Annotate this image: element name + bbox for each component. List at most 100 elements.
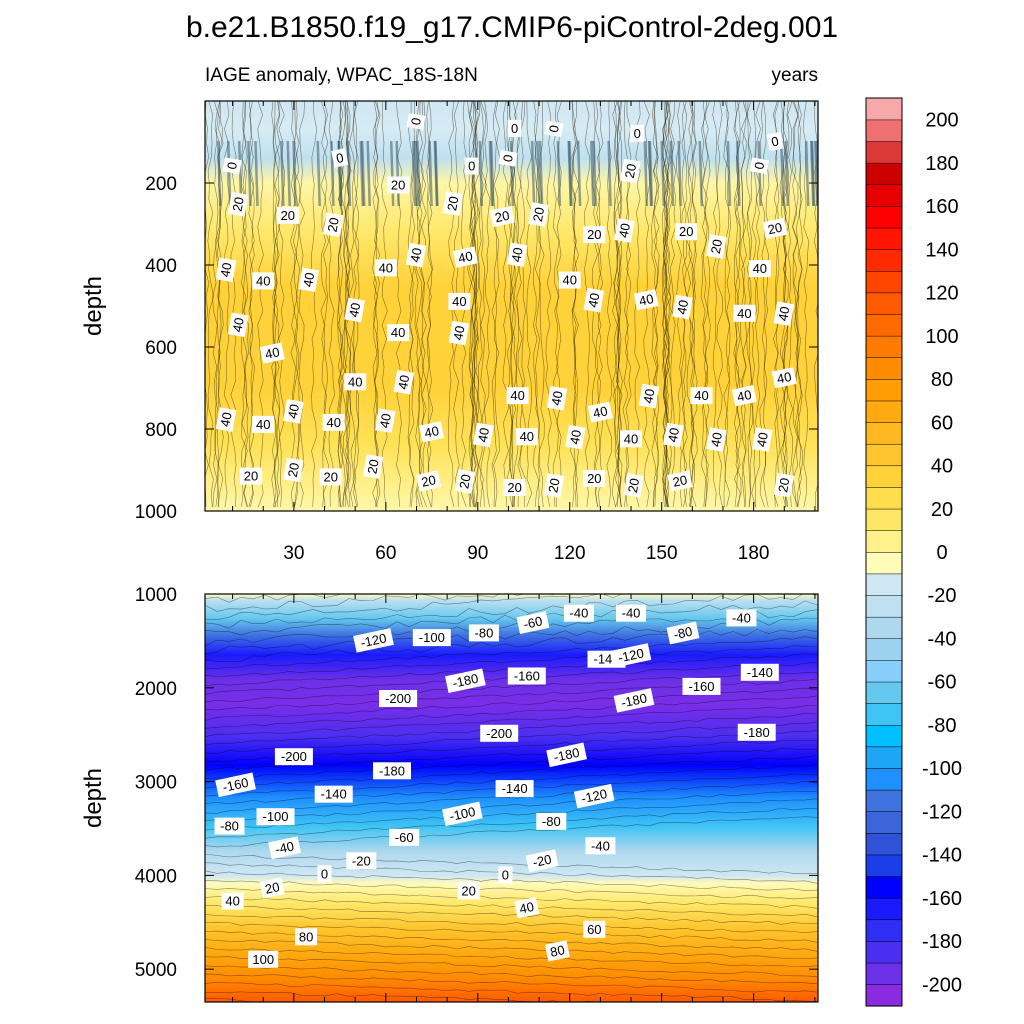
bottom-panel-contour-label-text: -100 <box>419 630 445 645</box>
top-panel-contour-label: 0 <box>331 148 349 168</box>
top-panel-contour-label-text: 0 <box>335 150 345 166</box>
top-panel-contour-line <box>320 101 328 508</box>
top-panel-contour-label: 40 <box>473 422 494 448</box>
top-panel-contour-label: 40 <box>771 367 797 389</box>
bottom-panel-contour-label-box <box>610 643 652 668</box>
top-panel-contour-line <box>779 101 786 508</box>
top-panel-contour-label-box <box>387 176 410 194</box>
colorbar-tick-label: -100 <box>922 758 962 780</box>
bottom-panel-contour-label-text: 40 <box>518 899 535 917</box>
top-panel-contour-label-text: 40 <box>665 427 682 444</box>
top-panel-contour-label-text: 40 <box>548 390 565 407</box>
top-panel-contour-label-box <box>546 385 568 411</box>
top-panel-shaded-streak <box>416 140 421 207</box>
top-panel-shaded-streak <box>226 140 232 207</box>
top-panel-contour-label: 20 <box>362 454 384 479</box>
top-panel-contour-label-text: 20 <box>671 472 688 490</box>
bottom-panel-contour-label-box <box>346 852 377 870</box>
bottom-panel-contour-label-box <box>274 748 313 766</box>
colorbar-swatch <box>865 962 903 985</box>
top-panel-contour-label: 20 <box>387 176 410 194</box>
top-panel-contour-line <box>773 101 781 508</box>
bottom-panel-contour-label: -120 <box>573 783 615 809</box>
top-panel-shaded-streak <box>757 140 762 207</box>
colorbar-tick-label: -140 <box>922 845 962 867</box>
top-panel-contour-label: 20 <box>675 223 698 241</box>
top-panel-contour-label: 40 <box>515 428 538 446</box>
bottom-panel-contour-label-box <box>585 837 616 855</box>
top-panel-contour-label-box <box>773 301 795 327</box>
top-panel-contour-line <box>293 101 300 508</box>
top-panel-x-tick-label: 30 <box>283 543 304 564</box>
top-panel-contour-label: 0 <box>498 149 518 167</box>
top-panel-contour-line <box>212 101 219 508</box>
top-panel-contour-line <box>381 101 388 508</box>
top-panel-shaded-streak <box>434 140 439 207</box>
top-panel-contour-line <box>534 101 541 508</box>
top-panel-contour-label-box <box>506 242 528 268</box>
top-panel-shaded-streak <box>286 140 291 207</box>
bottom-panel-contour-label-box <box>546 742 587 768</box>
top-panel-contour-label-text: 40 <box>616 222 633 239</box>
top-panel-contour-label-text: 40 <box>520 429 534 444</box>
bottom-panel-contour-line <box>205 956 818 977</box>
top-panel-contour-label-box <box>706 427 727 452</box>
top-panel-contour-label-box <box>583 226 606 244</box>
colorbar-tick-label: -200 <box>922 974 962 996</box>
top-panel-contour-label-box <box>773 472 795 498</box>
bottom-panel-contour-line <box>205 904 818 925</box>
bottom-panel-contour-label: -180 <box>445 668 486 693</box>
colorbar-tick-label: -40 <box>928 629 957 651</box>
top-panel-contour-line <box>207 101 214 508</box>
bottom-panel-contour-label-box <box>737 723 776 741</box>
bottom-panel-contour-label-text: -180 <box>744 725 770 740</box>
top-panel-y-tick-label: 400 <box>145 256 177 277</box>
top-panel-contour-label-box <box>442 191 464 216</box>
top-panel-contour-label-box <box>362 454 384 479</box>
top-panel-contour-label: 40 <box>565 424 586 450</box>
bottom-panel-contour-label-text: -180 <box>620 690 649 710</box>
colorbar-tick-label: 200 <box>925 110 958 132</box>
bottom-panel-contour-line <box>205 594 674 621</box>
top-panel-contour-label-text: 20 <box>244 469 258 484</box>
top-panel-contour-label: 20 <box>319 468 342 486</box>
bottom-panel-contour-label-box <box>666 621 700 645</box>
top-panel-contour-label-box <box>452 246 478 268</box>
top-panel-contour-label-text: 20 <box>391 178 405 193</box>
bottom-panel-contour-label: -100 <box>412 629 451 647</box>
top-panel-contour-label: 20 <box>227 191 249 217</box>
top-panel-contour-label-text: 40 <box>624 431 638 446</box>
top-panel-contour-label: 40 <box>448 292 471 310</box>
bottom-panel-contour-label: -160 <box>507 667 546 685</box>
top-panel-contour-label: 40 <box>375 408 396 434</box>
top-panel-contour-label: 40 <box>663 422 684 448</box>
top-panel-contour-label-text: 20 <box>545 477 562 494</box>
top-panel-contour-label: 40 <box>227 312 249 338</box>
top-panel-contour-line <box>616 101 623 508</box>
top-panel-shaded-streak <box>346 140 352 207</box>
top-panel-contour-label-text: 40 <box>450 325 467 342</box>
colorbar-swatch <box>865 486 903 510</box>
top-panel-contour-label-box <box>283 399 304 424</box>
top-panel-shaded-streak <box>359 140 365 207</box>
bottom-panel-contour-label: -80 <box>666 621 700 645</box>
colorbar-swatch <box>865 205 903 229</box>
top-panel-contour-label-box <box>387 324 410 342</box>
top-panel-contour-label-text: 20 <box>622 163 639 180</box>
bottom-panel-contour-label-text: -40 <box>732 610 751 625</box>
bottom-panel-contour-label: -20 <box>525 849 559 873</box>
top-panel-contour-label-text: 40 <box>753 261 767 276</box>
top-panel-x-tick-label: 60 <box>375 543 396 564</box>
colorbar-swatch <box>865 443 903 467</box>
top-panel-shaded-streak <box>647 140 653 207</box>
bottom-panel-contour-label-text: -180 <box>552 745 581 765</box>
colorbar-tick-label: 120 <box>925 283 958 305</box>
bottom-panel-contour-label: -80 <box>536 812 567 830</box>
bottom-panel-contour-label: -200 <box>379 690 418 707</box>
top-panel-contour-label-text: 20 <box>494 208 511 226</box>
colorbar-swatch <box>865 984 903 1007</box>
top-panel-contour-line <box>372 101 379 508</box>
colorbar-swatch <box>865 508 903 531</box>
top-panel-contour-label-text: 0 <box>468 159 475 174</box>
top-panel-contour-label-text: 40 <box>708 431 725 448</box>
